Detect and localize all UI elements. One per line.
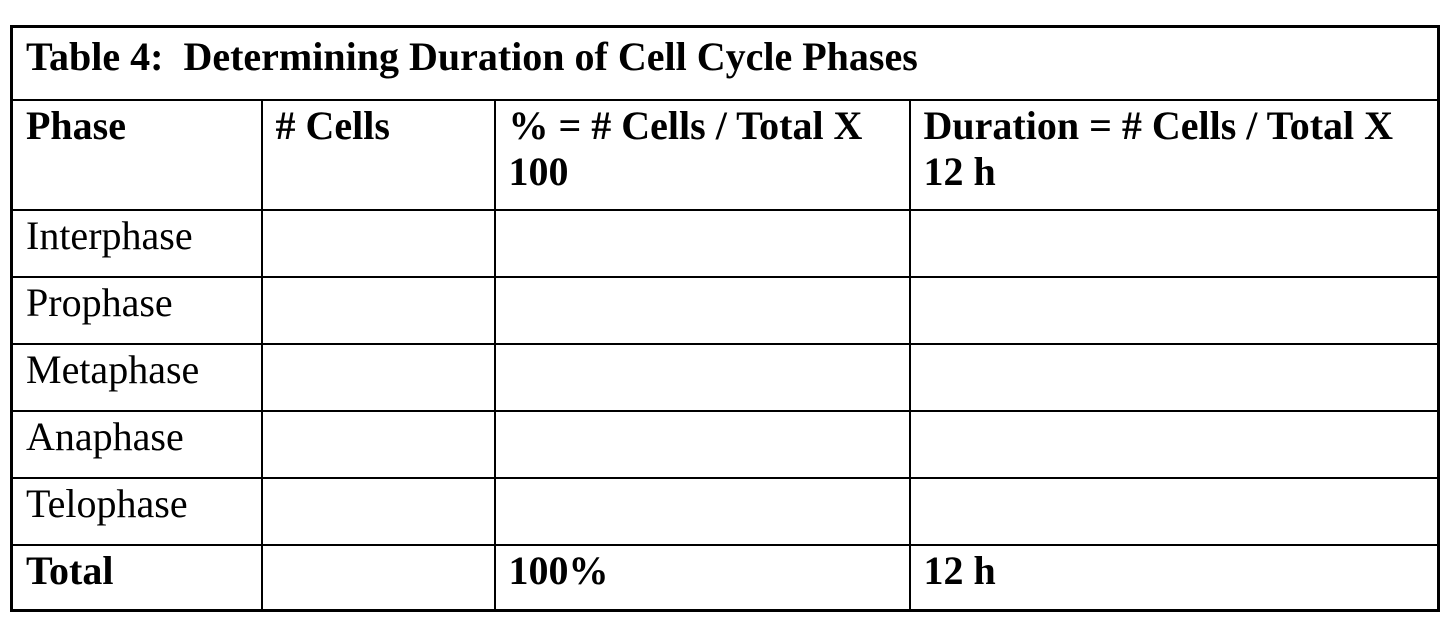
cell-anaphase-duration <box>908 409 1440 479</box>
cell-prophase-duration <box>908 275 1440 345</box>
cell-prophase-percent <box>493 275 911 345</box>
total-num-cells <box>260 543 496 612</box>
cell-telophase-num-cells <box>260 476 496 546</box>
total-label: Total <box>10 543 263 612</box>
total-percent: 100% <box>493 543 911 612</box>
cell-interphase-num-cells <box>260 208 496 278</box>
total-duration: 12 h <box>908 543 1440 612</box>
cell-anaphase-percent <box>493 409 911 479</box>
table-row-anaphase: Anaphase <box>10 409 1440 479</box>
cell-metaphase-num-cells <box>260 342 496 412</box>
table-row-prophase: Prophase <box>10 275 1440 345</box>
cell-interphase-percent <box>493 208 911 278</box>
phase-label-metaphase: Metaphase <box>10 342 263 412</box>
cell-prophase-num-cells <box>260 275 496 345</box>
phase-label-telophase: Telophase <box>10 476 263 546</box>
cell-interphase-duration <box>908 208 1440 278</box>
cell-telophase-percent <box>493 476 911 546</box>
table-title: Table 4: Determining Duration of Cell Cy… <box>10 25 1440 101</box>
cell-metaphase-percent <box>493 342 911 412</box>
header-duration-formula: Duration = # Cells / Total X 12 h <box>908 98 1440 211</box>
header-num-cells: # Cells <box>260 98 496 211</box>
table-row-metaphase: Metaphase <box>10 342 1440 412</box>
cell-cycle-phases-table: Table 4: Determining Duration of Cell Cy… <box>10 25 1441 612</box>
phase-label-interphase: Interphase <box>10 208 263 278</box>
table-title-row: Table 4: Determining Duration of Cell Cy… <box>10 25 1440 101</box>
table-row-total: Total 100% 12 h <box>10 543 1440 612</box>
cell-anaphase-num-cells <box>260 409 496 479</box>
phase-label-prophase: Prophase <box>10 275 263 345</box>
phase-label-anaphase: Anaphase <box>10 409 263 479</box>
header-percent-formula: % = # Cells / Total X 100 <box>493 98 911 211</box>
cell-metaphase-duration <box>908 342 1440 412</box>
cell-telophase-duration <box>908 476 1440 546</box>
header-phase: Phase <box>10 98 263 211</box>
table-row-telophase: Telophase <box>10 476 1440 546</box>
table-row-interphase: Interphase <box>10 208 1440 278</box>
table-header-row: Phase # Cells % = # Cells / Total X 100 … <box>10 98 1440 211</box>
